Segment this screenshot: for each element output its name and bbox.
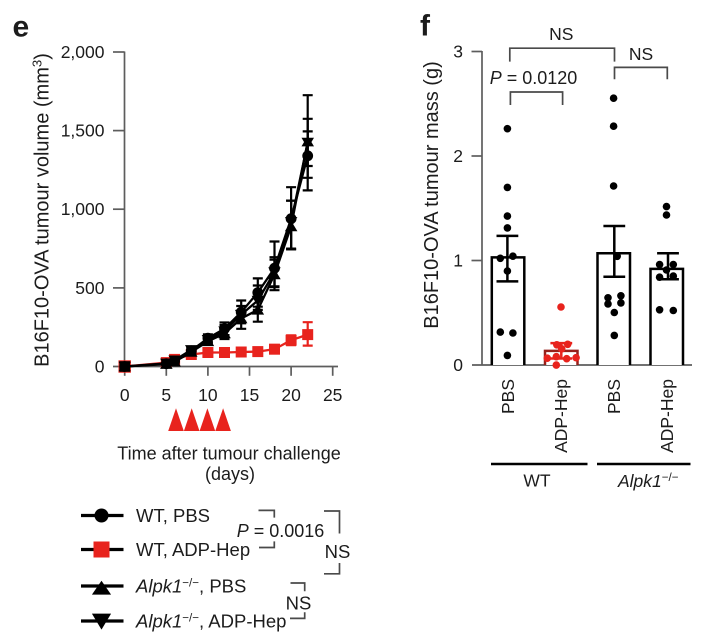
svg-text:15: 15 [240, 385, 259, 405]
svg-text:0: 0 [120, 385, 130, 405]
svg-text:3: 3 [453, 42, 463, 62]
svg-text:0: 0 [453, 355, 463, 375]
svg-text:NS: NS [629, 44, 653, 64]
svg-text:PBS: PBS [604, 379, 624, 414]
svg-text:WT: WT [523, 471, 551, 491]
svg-text:f: f [420, 10, 431, 43]
svg-text:Time after tumour challenge: Time after tumour challenge [117, 444, 340, 464]
svg-text:ADP-Hep: ADP-Hep [551, 379, 571, 453]
svg-text:25: 25 [323, 385, 342, 405]
svg-text:WT, ADP-Hep: WT, ADP-Hep [136, 539, 250, 560]
svg-text:1,500: 1,500 [61, 121, 105, 141]
svg-text:P = 0.0120: P = 0.0120 [490, 68, 578, 88]
svg-text:500: 500 [75, 278, 104, 298]
svg-text:1: 1 [453, 251, 463, 271]
svg-text:NS: NS [325, 541, 351, 562]
svg-text:B16F10-OVA tumour volume (mm3): B16F10-OVA tumour volume (mm3) [30, 53, 54, 367]
svg-text:2,000: 2,000 [61, 42, 105, 62]
svg-text:NS: NS [549, 24, 573, 44]
svg-text:5: 5 [161, 385, 171, 405]
svg-text:2: 2 [453, 146, 463, 166]
svg-text:0: 0 [95, 357, 105, 377]
svg-text:Alpk1−/−, PBS: Alpk1−/−, PBS [135, 576, 246, 597]
svg-text:10: 10 [198, 385, 218, 405]
svg-text:Alpk1−/−, ADP-Hep: Alpk1−/−, ADP-Hep [135, 611, 286, 632]
svg-text:NS: NS [286, 593, 312, 614]
svg-text:e: e [13, 10, 30, 43]
svg-text:B16F10-OVA tumour mass (g): B16F10-OVA tumour mass (g) [421, 61, 443, 329]
svg-text:(days): (days) [205, 464, 255, 484]
svg-text:P = 0.0016: P = 0.0016 [237, 521, 325, 541]
svg-text:WT, PBS: WT, PBS [136, 505, 210, 526]
svg-text:PBS: PBS [498, 379, 518, 414]
svg-text:20: 20 [281, 385, 301, 405]
svg-text:1,000: 1,000 [61, 199, 105, 219]
svg-text:ADP-Hep: ADP-Hep [657, 379, 677, 453]
